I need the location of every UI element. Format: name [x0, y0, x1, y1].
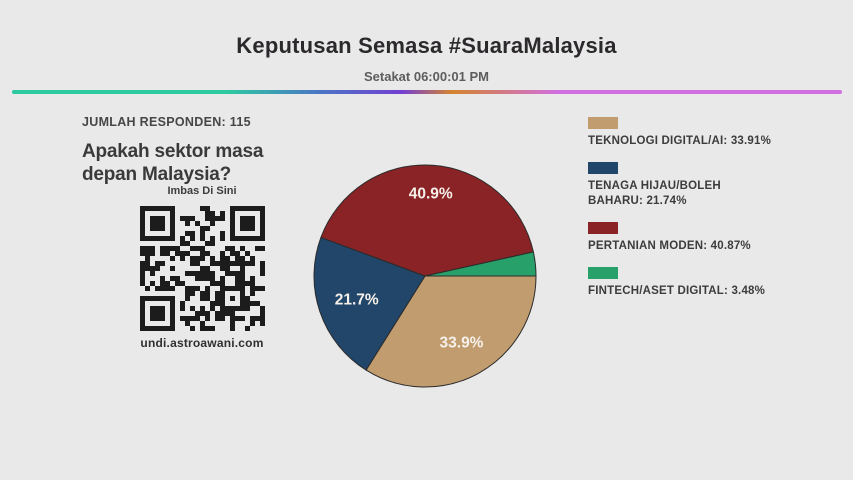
legend-swatch-teknologi-digital — [588, 117, 618, 129]
qr-code-icon — [139, 206, 265, 331]
legend-item-pertanian-moden: PERTANIAN MODEN: 40.87% — [588, 222, 803, 254]
pie-slice — [424, 251, 537, 277]
legend-label: PERTANIAN MODEN: 40.87% — [588, 240, 751, 252]
pie-slice — [313, 236, 426, 371]
pie-chart: 33.9% 21.7% 40.9% — [313, 164, 537, 388]
legend-label: FINTECH/ASET DIGITAL: 3.48% — [588, 285, 766, 297]
respondent-count: JUMLAH RESPONDEN: 115 — [82, 115, 251, 129]
pie-slice-label: 40.9% — [409, 185, 453, 202]
legend-item-fintech: FINTECH/ASET DIGITAL: 3.48% — [588, 267, 803, 299]
legend-label: TENAGA HIJAU/BOLEH BAHARU: 21.74% — [588, 180, 721, 207]
legend-swatch-tenaga-hijau — [588, 162, 618, 174]
poll-question: Apakah sektor masa depan Malaysia? — [82, 141, 264, 185]
legend-label: TEKNOLOGI DIGITAL/AI: 33.91% — [588, 135, 772, 147]
page-title: Keputusan Semasa #SuaraMalaysia — [236, 33, 617, 58]
gradient-divider — [12, 90, 842, 94]
qr-url: undi.astroawani.com — [140, 336, 264, 350]
pie-slice-label: 33.9% — [440, 335, 484, 352]
legend-swatch-pertanian-moden — [588, 222, 618, 234]
question-panel: JUMLAH RESPONDEN: 115 Apakah sektor masa… — [82, 115, 332, 186]
legend-swatch-fintech — [588, 267, 618, 279]
pie-slice — [320, 164, 534, 277]
legend-item-tenaga-hijau: TENAGA HIJAU/BOLEH BAHARU: 21.74% — [588, 162, 803, 209]
pie-legend: TEKNOLOGI DIGITAL/AI: 33.91% TENAGA HIJA… — [588, 117, 803, 312]
qr-block: Imbas Di Sini undi.astroawani.com — [137, 185, 267, 350]
timestamp: Setakat 06:00:01 PM — [363, 69, 489, 84]
pie-slice-label: 21.7% — [335, 292, 379, 309]
qr-caption: Imbas Di Sini — [167, 185, 237, 197]
legend-item-teknologi-digital: TEKNOLOGI DIGITAL/AI: 33.91% — [588, 117, 803, 149]
pie-slice — [365, 275, 537, 388]
